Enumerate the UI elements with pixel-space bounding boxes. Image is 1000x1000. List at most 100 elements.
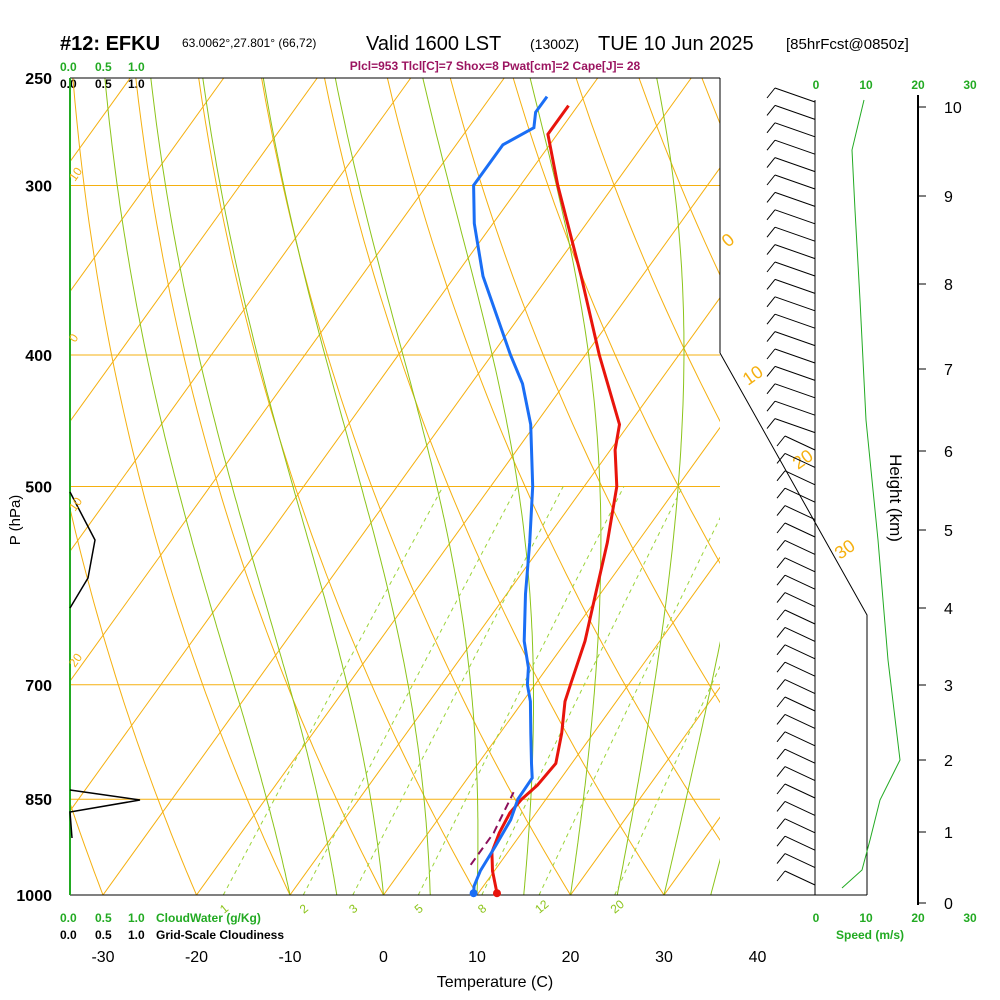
wind-barb [774,383,816,399]
dry-adiabat [70,801,104,895]
wind-barb [784,713,816,729]
wind-barb [784,505,816,521]
height-tick-label: 1 [944,825,953,842]
moist-adiabat [422,78,534,895]
pressure-tick-label: 300 [25,178,52,195]
isotherm-line [70,78,505,682]
x-axis-title: Temperature (C) [437,974,553,991]
wind-barb-feather [766,331,776,342]
wind-barb-feather [766,139,776,151]
cloud-scale-top-black-1: 0.5 [95,77,112,91]
wind-barb-feather [776,696,786,708]
dewpoint-line [472,95,549,894]
pressure-tick-label: 850 [25,792,52,809]
height-axis-title: Height (km) [886,454,905,542]
wind-barb-feather [776,505,786,516]
moist-adiabat [663,641,720,895]
wind-barb-feather [766,244,776,255]
wind-barb [774,296,816,312]
wind-barb-feather [766,366,776,377]
dry-adiabat [449,78,720,704]
moist-adiabat [150,78,338,895]
parcel-path [469,791,515,866]
cloud-scale-bottom-green-2: 1.0 [128,911,145,925]
cloud-scale-bottom-green-0: 0.0 [60,911,77,925]
cloud-scale-bottom: 0.0 0.5 1.0 CloudWater (g/Kg) 0.0 0.5 1.… [60,911,284,942]
isotherm-line [196,167,720,895]
isotherm-line [289,296,720,895]
wind-barb-feather [776,801,786,812]
height-tick-label: 7 [944,362,953,379]
height-tick-label: 8 [944,277,953,294]
pressure-tick-label: 250 [25,71,52,88]
height-tick-label: 2 [944,753,953,770]
wind-barb [784,435,816,451]
isotherm-line [758,78,1000,895]
wind-barb-feather [776,540,786,551]
cloud-scale-bottom-black-2: 1.0 [128,928,145,942]
wind-barb-feather [776,870,786,882]
mixing-ratio-label: 3 [346,901,360,916]
wind-barb [784,679,816,695]
moist-adiabat [104,78,291,895]
wind-barb-feather [776,609,786,621]
cloud-scale-top: 0.0 0.5 1.0 0.0 0.5 1.0 [60,60,145,91]
mixing-ratio-line [222,486,444,895]
wind-barb-feather [766,418,776,429]
dry-adiabat [512,78,720,565]
moist-adiabat [334,78,479,895]
wind-barb [784,522,816,538]
wind-barb [784,557,816,573]
temperature-tick-label: -10 [278,949,301,966]
wind-barb [774,261,816,277]
wind-barb-feather [766,192,776,203]
diagram-label: 10 [66,494,85,513]
wind-barb-feather [766,279,776,290]
wind-barb [784,452,816,468]
mixing-ratio-line [538,516,720,895]
isotherm-line [476,556,720,895]
speed-bottom-2: 20 [911,911,925,925]
station-title: #12: EFKU [60,33,160,55]
wind-barb-feather [776,748,786,760]
wind-profile [766,87,901,889]
speed-top-3: 30 [963,78,977,92]
wind-barb-feather [776,470,786,482]
station-coords: 63.0062°,27.801° (66,72) [182,36,316,50]
surface-temperature-dot [492,889,501,898]
wind-barb [784,696,816,712]
speed-bottom-1: 10 [859,911,873,925]
dry-adiabat [575,78,720,423]
wind-barb-feather [776,766,786,777]
cloud-scale-bottom-green-1: 0.5 [95,911,112,925]
wind-barb-feather [776,644,786,656]
wind-barb-feather [766,122,776,134]
wind-barb-feather [776,783,786,795]
wind-barb-feather [766,313,776,325]
wind-barb-feather [776,574,786,586]
wind-barb [774,174,816,190]
wind-barb [774,348,816,364]
cloud-scale-bottom-black-0: 0.0 [60,928,77,942]
y-axis-title: P (hPa) [7,495,24,546]
wind-barb [784,609,816,625]
wind-barb-feather [766,105,776,116]
cloudiness-profile [69,491,96,609]
wind-barb [774,87,816,103]
wind-barb-feather [766,400,776,412]
speed-top-0: 0 [813,78,820,92]
wind-barb-feather [776,835,786,847]
mixing-ratio-line [614,665,720,895]
wind-barb [784,853,816,869]
pressure-tick-label: 700 [25,678,52,695]
wind-barb [784,487,816,503]
speed-bottom-0: 0 [813,911,820,925]
wind-barb-feather [766,209,776,221]
forecast-info: [85hrFcst@0850z] [786,36,909,53]
isotherm-line [70,78,318,423]
diagram-label: 30 [831,535,859,563]
cloud-scale-top-green-0: 0.0 [60,60,77,74]
wind-speed-profile [841,99,901,889]
isotherm-line [70,78,599,812]
